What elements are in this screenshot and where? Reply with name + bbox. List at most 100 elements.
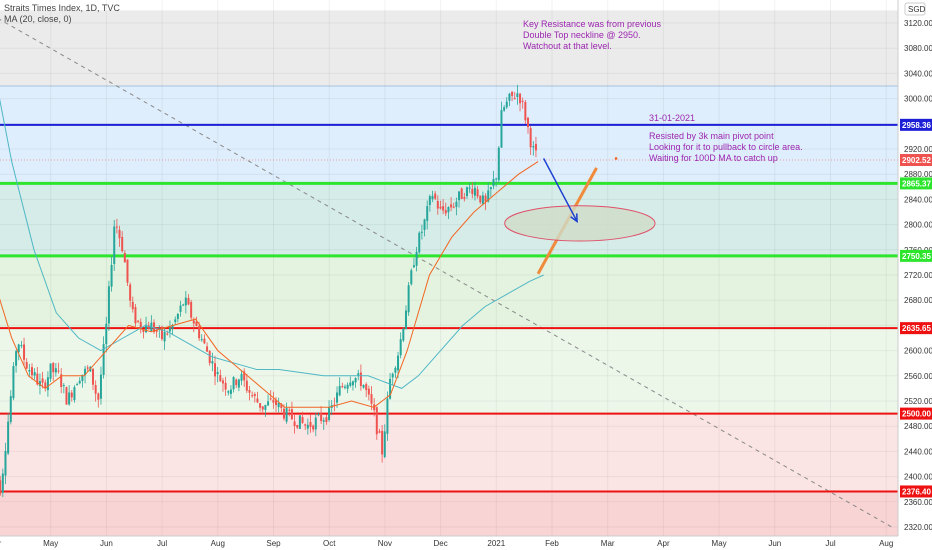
candle-body (203, 338, 206, 344)
candle-body (386, 398, 389, 434)
candle-body (275, 400, 278, 406)
candle-body (107, 286, 110, 324)
candle-body (52, 362, 55, 373)
level-price-badge (900, 485, 932, 498)
level-price-label: 2500.00 (902, 410, 931, 419)
candle-body (301, 417, 304, 423)
candle-body (298, 415, 301, 429)
price-tick-label: 2360.00 (904, 498, 932, 507)
candle-body (245, 380, 248, 391)
candle-body (179, 305, 182, 312)
candle-body (92, 368, 95, 385)
ma-long-line (0, 98, 544, 389)
candle-body (497, 147, 500, 181)
zone-band-3 (0, 183, 898, 256)
candle-body (365, 384, 368, 391)
candle-body (285, 408, 288, 422)
candle-body (240, 373, 243, 381)
candle-body (418, 232, 421, 253)
candle-body (17, 344, 20, 353)
candle-body (206, 346, 209, 352)
candle-body (200, 339, 203, 341)
time-tick-label: Jul (825, 539, 835, 548)
candle-body (232, 377, 235, 390)
candle-body (65, 387, 68, 405)
candles-layer (0, 84, 537, 498)
candle-body (404, 310, 407, 330)
ma-short-line (0, 161, 539, 408)
note-date: 31-01-2021 (649, 113, 696, 123)
price-tick-label: 2880.00 (904, 170, 932, 179)
zone-band-2 (0, 124, 898, 184)
zone-band-1 (0, 86, 898, 125)
candle-body (484, 195, 487, 202)
candle-body (68, 392, 71, 405)
level-price-badge (900, 118, 932, 131)
candle-body (471, 189, 474, 195)
candle-body (306, 424, 309, 429)
note-key-resistance: Key Resistance was from previous Double … (523, 19, 662, 51)
time-tick-label: Apr (0, 539, 2, 548)
candle-body (452, 206, 455, 208)
level-price-label: 2635.65 (902, 324, 931, 333)
zone-band-5 (0, 328, 898, 414)
candle-body (439, 206, 442, 209)
annotation-layer (504, 157, 656, 242)
price-axis-bg (898, 0, 932, 550)
candle-body (304, 424, 307, 426)
candle-body (224, 382, 227, 390)
candle-body (402, 328, 405, 341)
price-tick-label: 3000.00 (904, 95, 932, 104)
candle-body (465, 187, 468, 197)
candle-body (171, 324, 174, 329)
candle-body (431, 195, 434, 200)
arrow-head (570, 213, 578, 223)
candle-body (44, 382, 47, 389)
candle-body (320, 413, 323, 422)
candle-body (481, 195, 484, 204)
time-tick-label: May (43, 539, 58, 548)
candle-body (36, 373, 39, 385)
candle-body (248, 389, 251, 393)
candle-body (532, 146, 535, 148)
grid (0, 0, 898, 536)
candle-body (153, 322, 156, 332)
candle-body (211, 361, 214, 364)
candle-body (160, 326, 163, 340)
price-tick-label: 3040.00 (904, 69, 932, 78)
candle-body (394, 367, 397, 373)
candle-body (333, 404, 336, 406)
candle-body (267, 401, 270, 406)
candle-body (397, 355, 400, 371)
level-price-label: 2958.36 (902, 121, 931, 130)
price-tick-label: 2520.00 (904, 397, 932, 406)
candle-body (338, 385, 341, 396)
time-tick-label: Nov (378, 539, 392, 548)
candle-body (277, 402, 280, 408)
level-price-label: 2376.40 (902, 487, 931, 496)
candle-body (322, 420, 325, 422)
time-tick-label: Mar (601, 539, 615, 548)
candle-body (195, 321, 198, 326)
price-axis: 2320.00 2360.00 2400.00 2440.00 2480.00 2520.… (897, 0, 932, 550)
price-tick-label: 2680.00 (904, 296, 932, 305)
candle-body (447, 207, 450, 213)
candle-body (450, 204, 453, 208)
target-ellipse (504, 205, 656, 242)
candle-body (442, 206, 445, 211)
candle-body (434, 193, 437, 199)
zone-band-7 (0, 491, 898, 540)
candle-body (20, 345, 23, 347)
candle-body (428, 196, 431, 206)
candle-body (163, 332, 166, 342)
candle-body (182, 304, 185, 306)
candle-body (118, 229, 121, 239)
zones (0, 10, 898, 540)
zone-band-0 (0, 10, 898, 86)
candle-body (49, 363, 52, 379)
price-tick-label: 2800.00 (904, 221, 932, 230)
candle-body (290, 409, 293, 420)
price-tick-label: 2320.00 (904, 523, 932, 532)
candle-body (341, 386, 344, 388)
